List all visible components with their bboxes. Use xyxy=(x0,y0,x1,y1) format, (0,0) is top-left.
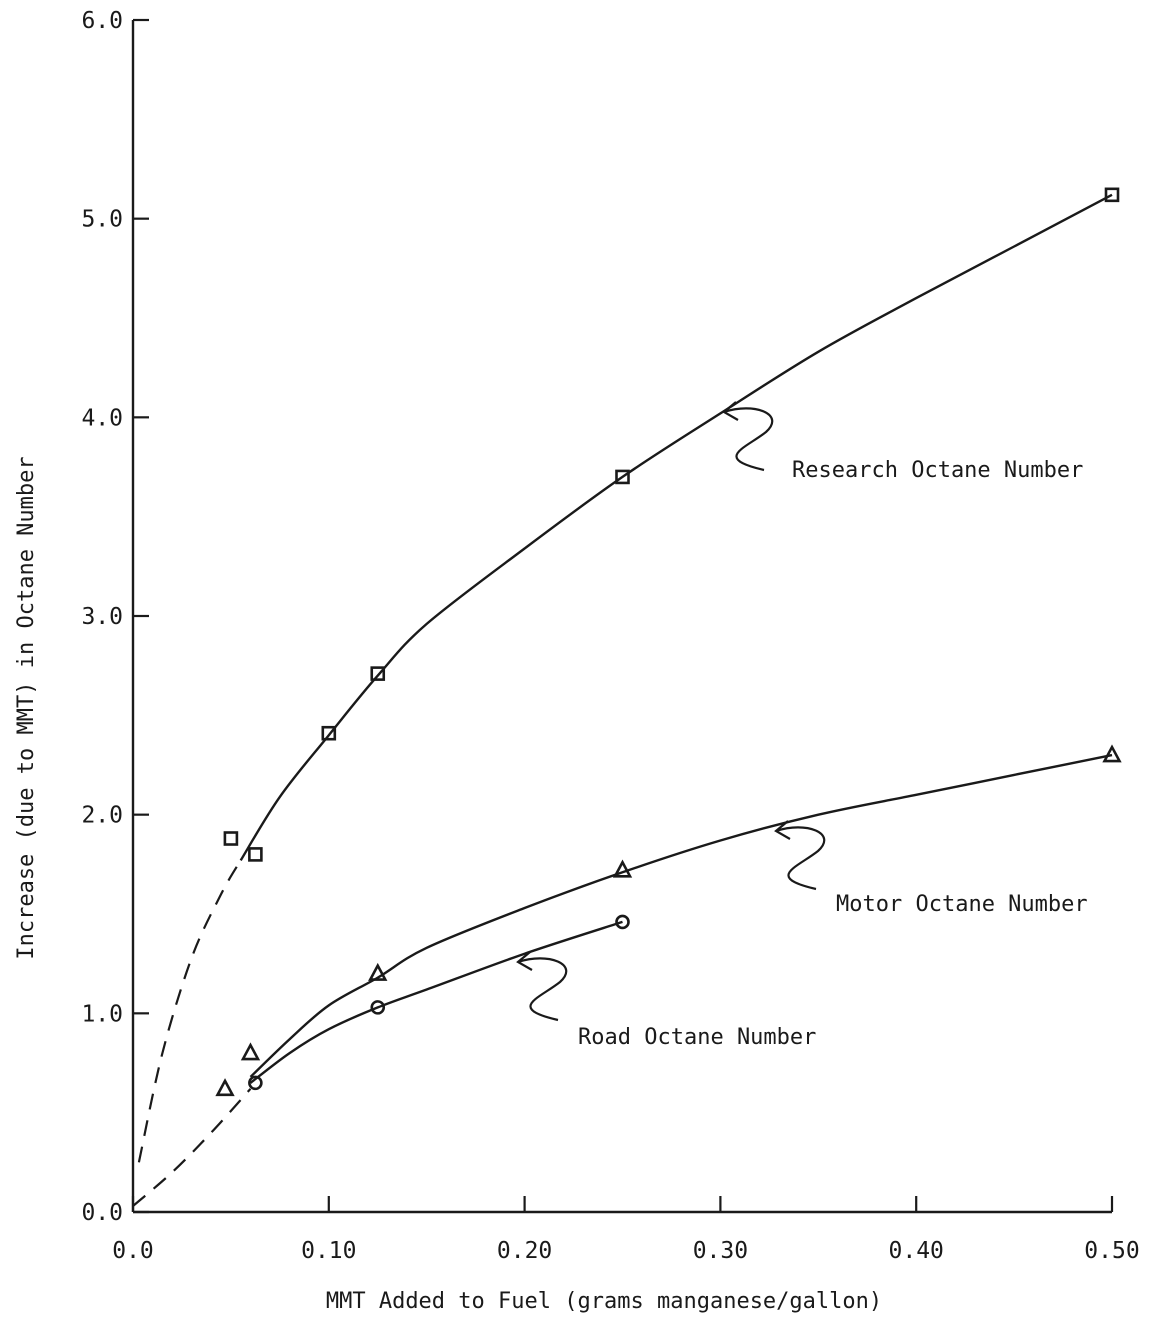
series-label-motor: Motor Octane Number xyxy=(836,892,1088,917)
pointer-arrow-motor xyxy=(775,826,826,891)
series-line-road xyxy=(249,920,623,1084)
x-tick-label: 0.10 xyxy=(301,1238,356,1264)
data-point-research xyxy=(248,847,263,862)
y-tick-label: 3.0 xyxy=(81,604,123,630)
x-tick-label: 0.0 xyxy=(112,1238,154,1264)
pointer-arrow-road-head xyxy=(516,951,533,971)
y-tick-label: 1.0 xyxy=(81,1001,123,1027)
series-line-research xyxy=(239,193,1113,862)
data-point-road xyxy=(370,1000,386,1015)
series-label-road: Road Octane Number xyxy=(578,1025,816,1050)
y-tick-label: 5.0 xyxy=(81,207,123,233)
x-tick-label: 0.20 xyxy=(497,1238,552,1264)
x-tick-label: 0.30 xyxy=(693,1238,748,1264)
y-axis-label: Increase (due to MMT) in Octane Number xyxy=(14,456,39,959)
data-point-research xyxy=(615,469,630,485)
series-line-motor xyxy=(249,753,1113,1078)
data-point-motor xyxy=(215,1078,235,1097)
axes: 0.0 1.0 2.0 3.0 4.0 5.0 6.0 0.0 0.10 0.20 0.30 0.40… xyxy=(81,8,1139,1264)
data-point-road xyxy=(248,1075,263,1091)
pointer-arrow-research xyxy=(723,407,774,472)
series-extrapolation-research xyxy=(137,859,242,1163)
data-point-motor xyxy=(1102,744,1122,763)
y-tick-label: 4.0 xyxy=(81,405,123,431)
data-point-road xyxy=(615,914,630,930)
series-extrapolation-road xyxy=(132,1088,252,1207)
data-point-motor xyxy=(368,962,388,981)
data-point-motor xyxy=(240,1042,261,1061)
x-axis-label: MMT Added to Fuel (grams manganese/gallo… xyxy=(326,1289,882,1314)
data-point-research xyxy=(223,831,239,846)
pointer-arrow-motor-head xyxy=(774,820,791,840)
x-tick-label: 0.50 xyxy=(1084,1238,1139,1264)
annotations xyxy=(516,401,826,1022)
curves xyxy=(132,193,1113,1207)
data-point-motor xyxy=(612,859,633,878)
series-label-research: Research Octane Number xyxy=(792,458,1083,483)
x-tick-label: 0.40 xyxy=(889,1238,944,1264)
data-point-research xyxy=(370,666,386,681)
y-tick-label: 2.0 xyxy=(81,803,123,829)
y-tick-label: 6.0 xyxy=(81,8,123,34)
y-tick-label: 0.0 xyxy=(81,1200,123,1226)
pointer-arrow-research-head xyxy=(722,401,739,421)
markers xyxy=(215,187,1122,1097)
data-point-research xyxy=(1104,187,1120,203)
pointer-arrow-road xyxy=(517,957,568,1022)
data-point-research xyxy=(321,725,337,741)
